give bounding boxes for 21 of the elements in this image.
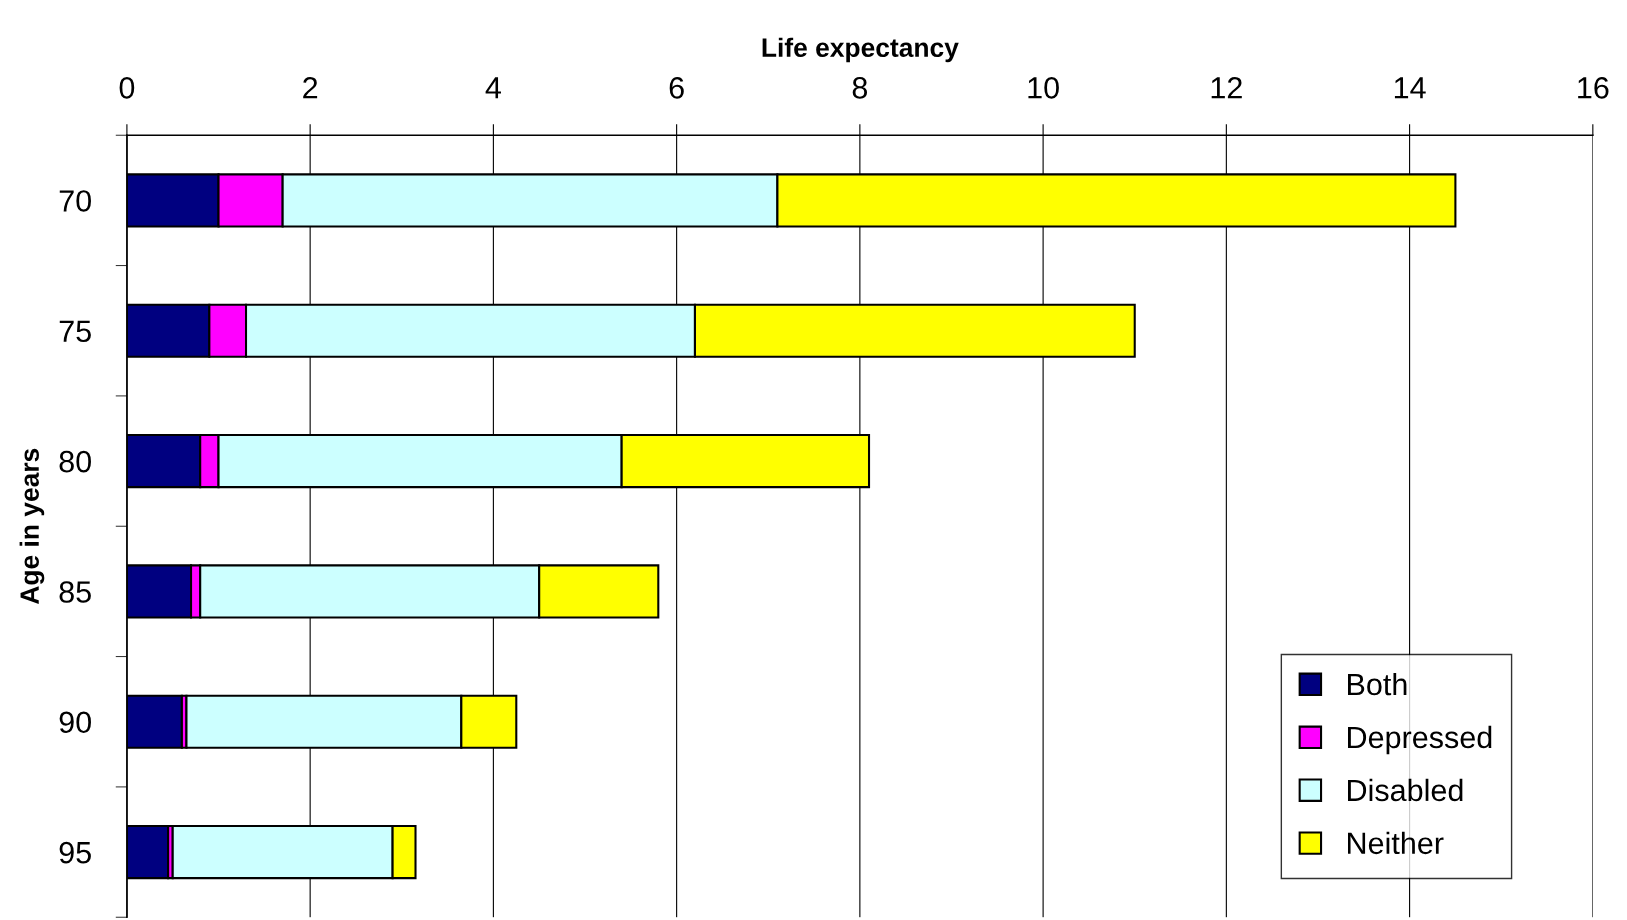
y-tick-label: 70 [59,190,91,212]
y-tick-label: 75 [59,320,91,343]
y-axis-title: Age in years [19,448,45,605]
x-axis-title: Life expectancy [762,37,959,63]
x-tick-label: 10 [1028,77,1059,99]
y-tick-label: 95 [59,841,91,864]
legend-label: Depressed [1348,725,1492,755]
x-tick-label: 4 [485,77,501,99]
legend-label: Neither [1348,831,1444,855]
y-tick-label: 90 [59,711,91,734]
legend-label: Both [1348,672,1407,696]
y-tick-label: 80 [59,450,91,473]
x-tick-label: 2 [303,77,318,99]
x-tick-label: 14 [1394,77,1426,99]
x-tick-label: 12 [1211,77,1242,99]
legend-label: Disabled [1348,778,1463,802]
y-tick-label: 85 [59,581,91,603]
x-tick-label: 16 [1578,77,1609,99]
x-tick-label: 6 [669,77,684,99]
x-tick-label: 8 [852,77,868,99]
x-tick-label: 0 [119,77,135,99]
